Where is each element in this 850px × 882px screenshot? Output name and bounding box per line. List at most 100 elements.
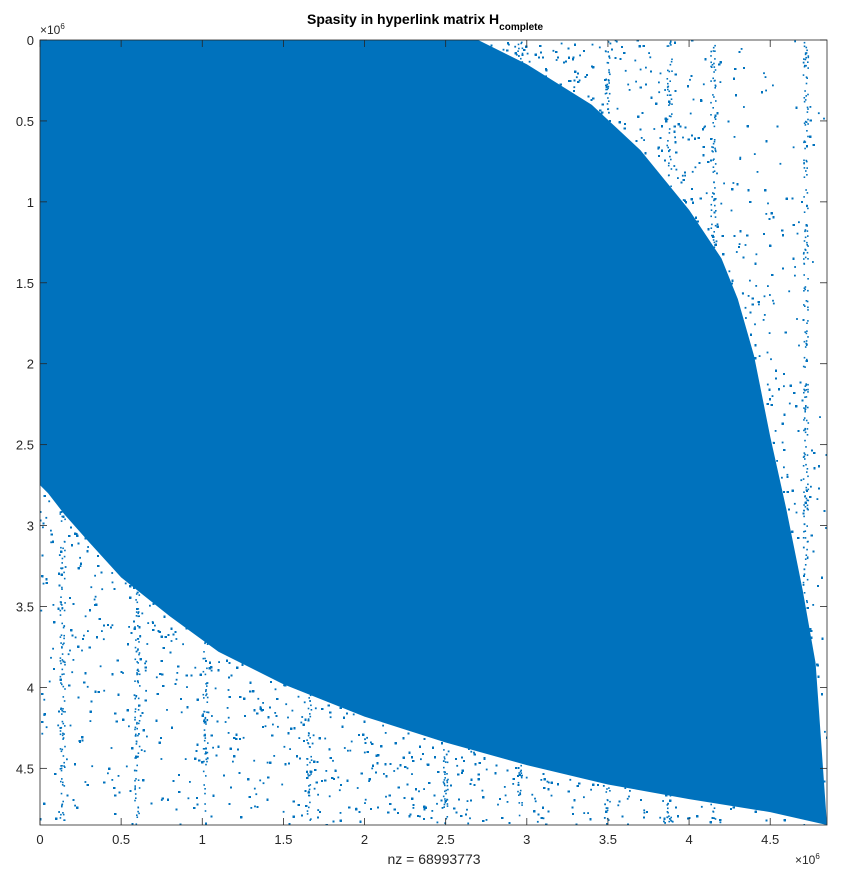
nonzero-entry (658, 91, 661, 94)
nonzero-entry (781, 476, 783, 479)
nonzero-entry (364, 802, 366, 804)
nonzero-entry (763, 314, 766, 316)
nonzero-entry (512, 783, 515, 785)
nonzero-entry (615, 40, 618, 43)
nonzero-entry (94, 574, 96, 577)
nonzero-entry (719, 821, 722, 824)
nonzero-entry (250, 807, 253, 809)
nonzero-entry (812, 261, 814, 263)
nonzero-entry (274, 688, 277, 691)
nonzero-entry (210, 669, 213, 672)
nonzero-entry (691, 170, 694, 173)
nonzero-entry (704, 125, 706, 128)
nonzero-entry (366, 736, 368, 739)
nonzero-entry (406, 767, 409, 770)
nonzero-entry (364, 798, 367, 801)
nonzero-entry (659, 72, 662, 75)
nonzero-entry (147, 622, 150, 624)
nonzero-entry (766, 351, 769, 354)
nonzero-entry (84, 615, 87, 618)
nonzero-entry (170, 640, 173, 642)
nonzero-entry (689, 78, 691, 81)
nonzero-entry (74, 636, 77, 639)
nonzero-entry (763, 295, 766, 298)
nonzero-entry (370, 741, 372, 744)
nonzero-entry (825, 527, 827, 529)
nonzero-entry (69, 649, 71, 652)
nonzero-entry (227, 732, 230, 734)
nonzero-entry (298, 737, 301, 739)
nonzero-entry (812, 604, 815, 606)
nonzero-entry (317, 793, 319, 796)
nonzero-entry (772, 299, 774, 302)
nonzero-entry (297, 695, 300, 698)
nonzero-entry (101, 630, 103, 632)
nonzero-entry (274, 712, 277, 714)
nonzero-entry (262, 702, 264, 704)
nonzero-entry (272, 723, 274, 726)
nonzero-entry (694, 166, 697, 169)
nonzero-entry (343, 747, 346, 749)
nonzero-entry (531, 793, 534, 796)
nonzero-entry (257, 697, 260, 700)
nonzero-entry (649, 56, 652, 59)
nonzero-entry (669, 818, 671, 820)
nonzero-entry (58, 554, 61, 556)
nonzero-entry (629, 790, 631, 792)
nonzero-entry (262, 782, 265, 785)
nonzero-entry (645, 66, 647, 69)
nonzero-entry (664, 89, 666, 91)
nonzero-entry (393, 770, 396, 772)
nonzero-entry (705, 192, 708, 195)
nonzero-entry (212, 746, 214, 749)
nonzero-entry (763, 72, 765, 75)
nonzero-entry (48, 500, 51, 503)
nonzero-entry (84, 781, 87, 783)
nonzero-entry (314, 707, 317, 710)
nonzero-entry (281, 783, 284, 786)
nonzero-entry (122, 672, 124, 674)
nonzero-entry (412, 807, 415, 809)
nonzero-entry (643, 811, 646, 814)
nonzero-entry (40, 609, 43, 612)
nonzero-entry (149, 604, 151, 607)
nonzero-entry (93, 598, 96, 601)
nonzero-entry (682, 199, 685, 201)
nonzero-entry (716, 172, 718, 175)
nonzero-entry (382, 724, 384, 727)
nonzero-entry (753, 153, 756, 155)
nonzero-entry (45, 726, 48, 729)
nonzero-entry (534, 800, 537, 803)
nonzero-entry (590, 788, 592, 791)
nonzero-entry (383, 773, 385, 775)
nonzero-entry (803, 523, 806, 526)
nonzero-entry (41, 732, 44, 735)
nonzero-entry (723, 182, 725, 185)
nonzero-entry (64, 566, 67, 568)
nonzero-entry (83, 634, 85, 637)
nonzero-entry (809, 630, 811, 632)
nonzero-entry (743, 106, 745, 108)
nonzero-entry (111, 572, 114, 574)
nonzero-entry (720, 202, 723, 205)
nonzero-entry (515, 53, 518, 56)
nonzero-entry (735, 251, 738, 253)
nonzero-entry (273, 755, 276, 757)
nonzero-entry (578, 79, 581, 82)
nonzero-entry (793, 502, 796, 505)
nonzero-entry (419, 815, 421, 818)
nonzero-entry (675, 168, 678, 171)
nonzero-entry (211, 715, 213, 717)
nonzero-entry (800, 479, 803, 482)
nonzero-entry (317, 809, 320, 811)
nonzero-entry (794, 266, 796, 268)
nonzero-entry (175, 678, 178, 681)
nonzero-entry (754, 323, 756, 326)
nonzero-entry (485, 768, 488, 771)
nonzero-entry (518, 55, 520, 57)
nonzero-entry (810, 485, 812, 488)
nonzero-entry (186, 686, 188, 688)
nonzero-entry (329, 716, 332, 719)
nonzero-entry (796, 232, 799, 235)
nonzero-entry (795, 511, 798, 514)
